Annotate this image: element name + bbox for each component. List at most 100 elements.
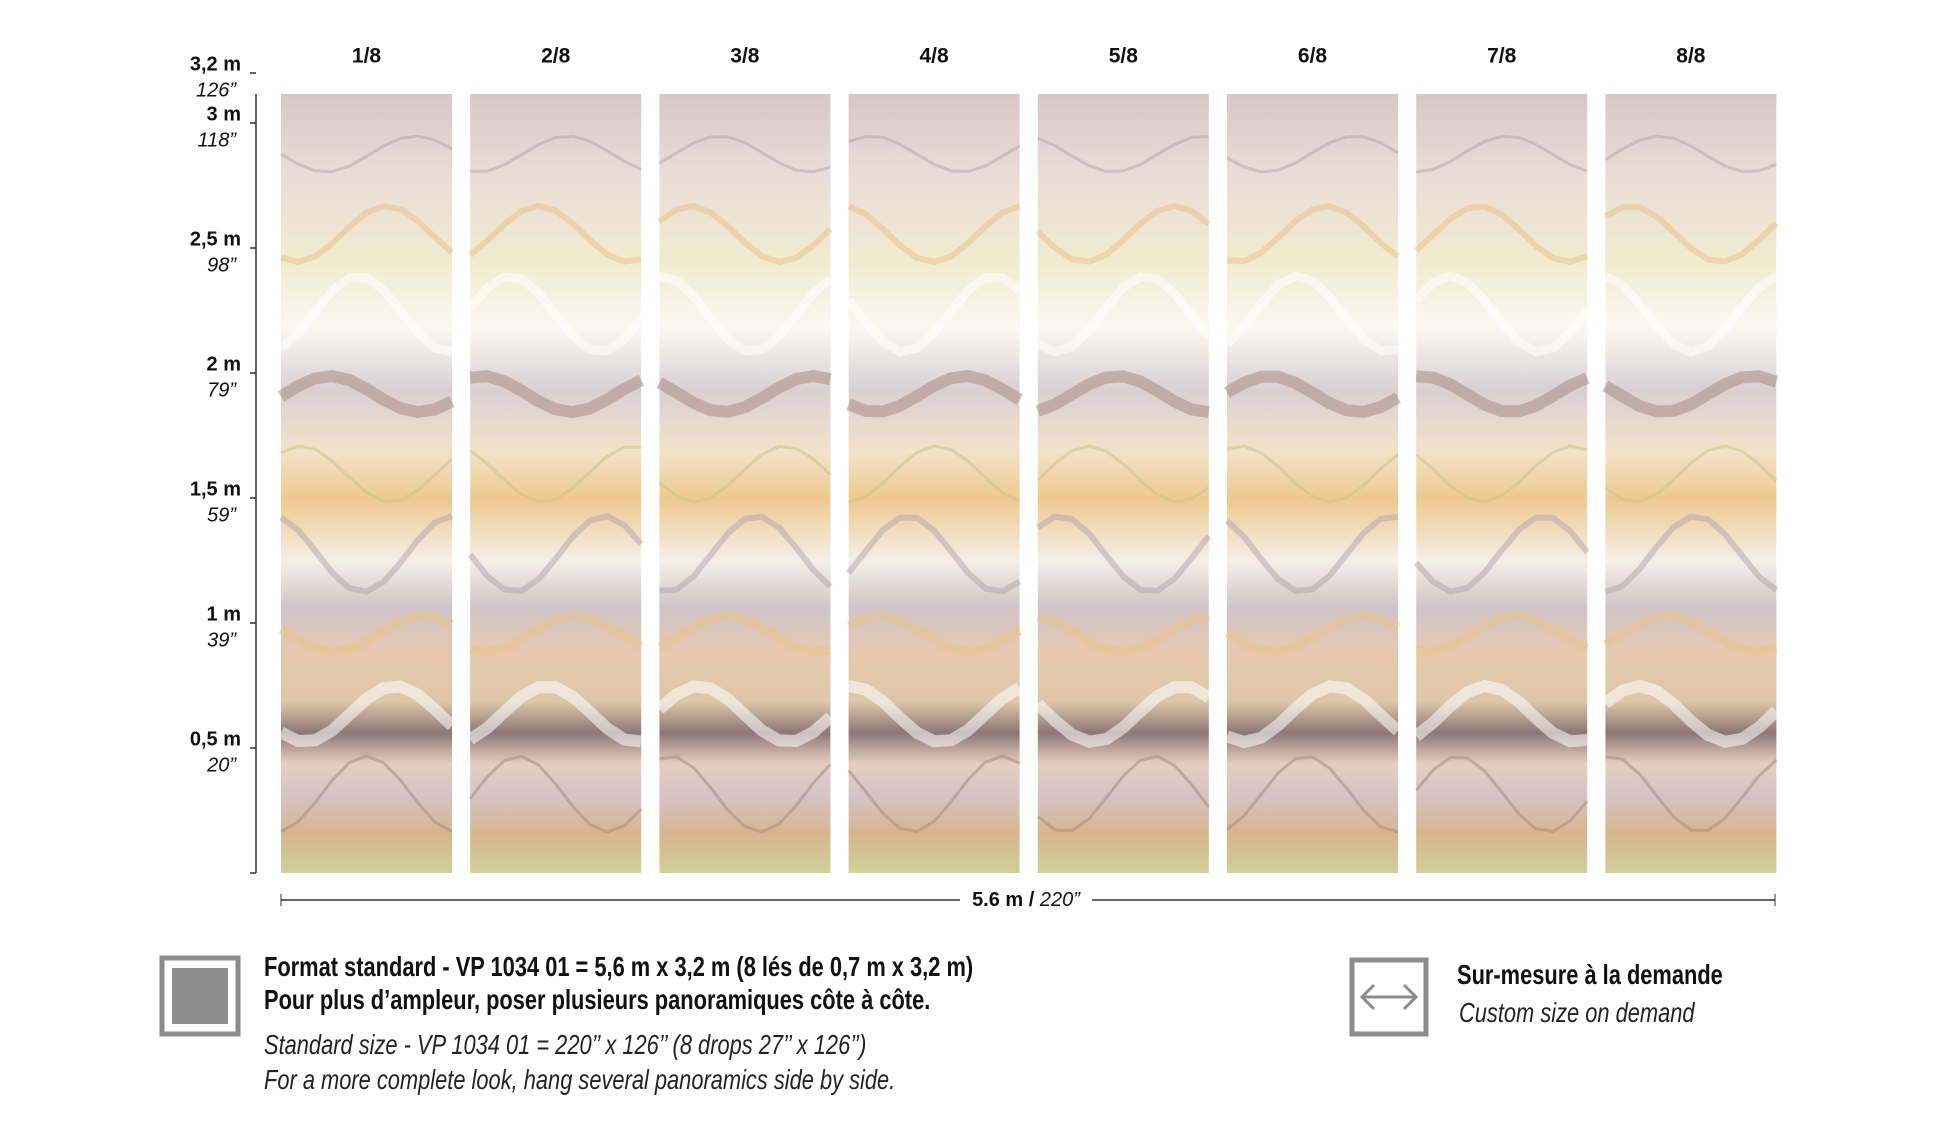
width-imperial: 220” [1039,889,1081,911]
panel-vein [280,134,453,174]
panel-vein [1605,755,1778,833]
panel-vein [277,370,455,419]
standard-icon-frame [159,955,241,1037]
ruler-label: 0,5 m [190,728,241,750]
panel-vein [1412,271,1591,357]
panel-vein [466,272,645,356]
panel-label: 1/8 [352,45,382,68]
panel-vein [1226,755,1399,834]
panel-vein [278,611,454,657]
panel-vein [846,370,1023,418]
panel-vein [655,680,835,748]
panel-vein [1604,513,1779,595]
panel-vein [845,273,1023,357]
panel-vein [278,680,457,748]
panel-vein [1225,680,1403,749]
panel-vein [1037,134,1209,173]
panel-vein [280,203,454,266]
panel-vein [658,444,832,504]
panel-vein [1604,134,1777,174]
panel-vein [657,202,833,266]
panel-vein [656,369,832,418]
panel-label: 5/8 [1109,45,1139,68]
panel-vein [848,444,1021,504]
panel-vein [1602,370,1779,418]
panel-vein [470,134,642,173]
panel-vein [1036,611,1210,657]
panel [1605,94,1777,873]
ruler-label: 2,5 m [190,228,241,250]
panel-vein [659,755,832,834]
panel-vein [1223,370,1401,418]
panel-vein [1413,514,1590,595]
panel-vein [1226,203,1400,265]
panel-vein [467,513,644,594]
panel-vein [466,681,642,748]
panel-vein [1412,679,1588,748]
panel-vein [1226,444,1399,504]
panel-vein [846,514,1022,595]
panel-vein [1604,444,1778,504]
standard-line-4: For a more complete look, hang several p… [264,1064,896,1095]
standard-icon-fill [172,968,228,1024]
ruler-label: 3 m [207,103,241,125]
ruler-label: 1 m [207,603,241,625]
ruler-sublabel: 79” [207,379,237,401]
panel-vein [469,754,643,834]
panel-vein [468,202,642,265]
panel-vein [1036,754,1210,833]
panel-vein [1035,202,1211,265]
ruler-sublabel: 39” [207,629,237,651]
panel-vein [846,611,1022,657]
panel-vein [469,370,644,419]
standard-line-2: Pour plus d’ampleur, poser plusieurs pan… [264,984,931,1015]
panel-vein [279,513,454,595]
panel-vein [1415,370,1590,418]
panel-vein [1224,611,1400,657]
panel-vein [280,444,454,503]
panel-vein [280,754,453,833]
panel-vein [1415,134,1588,174]
panel-vein [1033,681,1212,748]
panel-vein [847,754,1021,834]
panel-vein [1414,203,1589,266]
panel-vein [1601,679,1781,749]
panel-label: 4/8 [919,45,949,68]
panel-vein [1415,444,1588,504]
width-label: 5.6 m / 220” [972,889,1081,911]
panel-vein [657,611,831,657]
panel-vein [469,445,642,504]
panel-vein [1603,204,1779,265]
panel-vein [847,680,1023,748]
panel-vein [1226,135,1399,174]
panel-vein [1415,755,1589,833]
ruler-sublabel: 59” [207,504,237,526]
panel-vein [658,271,834,356]
panel-vein [848,134,1021,174]
panel-vein [1035,370,1210,418]
panel-vein [658,135,831,174]
ruler-label: 2 m [207,353,241,375]
panel-vein [1224,513,1399,594]
panel-vein [1223,271,1399,356]
panel-vein [278,273,453,357]
panel-label: 6/8 [1298,45,1328,68]
panel [1416,94,1588,873]
ruler-sublabel: 126” [196,79,237,101]
panel-vein [1416,611,1590,656]
panel [1037,94,1209,873]
custom-line-2: Custom size on demand [1459,997,1695,1028]
panel-vein [847,203,1021,266]
custom-icon-arrow [1359,983,1419,1011]
panel-vein [659,513,833,594]
panel-vein [1036,513,1212,594]
standard-line-1: Format standard - VP 1034 01 = 5,6 m x 3… [264,951,974,982]
panel-label: 2/8 [541,45,571,68]
width-metric: 5.6 m / [972,889,1035,911]
panel-label: 7/8 [1487,45,1517,68]
ruler-label: 1,5 m [190,478,241,500]
panel [470,94,642,873]
ruler-label: 3,2 m [190,53,241,75]
